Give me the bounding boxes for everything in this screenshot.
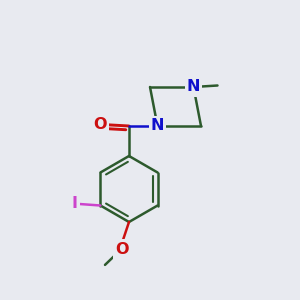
Text: N: N	[187, 80, 200, 94]
Text: O: O	[115, 242, 128, 256]
Text: I: I	[72, 196, 78, 211]
Text: N: N	[151, 118, 164, 134]
Text: O: O	[93, 117, 107, 132]
